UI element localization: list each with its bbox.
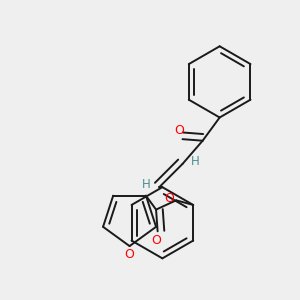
Text: O: O [164, 192, 174, 205]
Text: H: H [191, 155, 200, 168]
Text: O: O [151, 234, 161, 248]
Text: O: O [174, 124, 184, 137]
Text: H: H [142, 178, 151, 191]
Text: O: O [124, 248, 134, 261]
